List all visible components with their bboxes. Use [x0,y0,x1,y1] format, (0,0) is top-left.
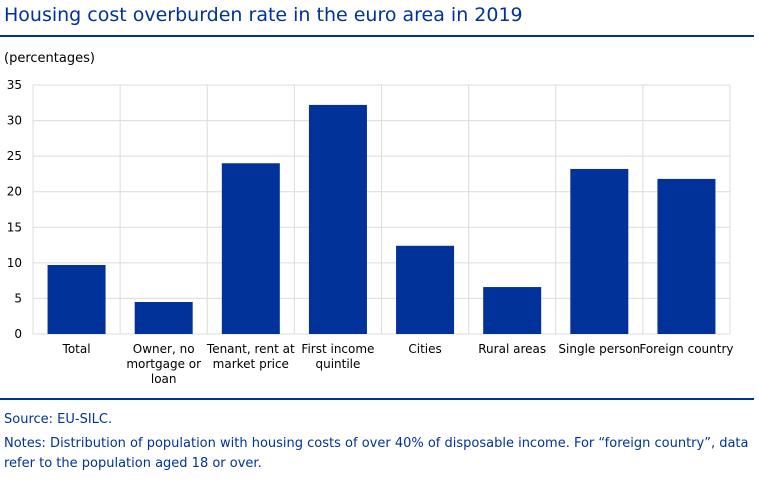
bar [47,264,106,334]
y-tick-label: 15 [7,220,22,234]
y-tick-label: 30 [7,114,22,128]
gridlines [32,84,731,335]
bar [308,104,367,334]
title-divider [0,35,754,37]
notes-text: Notes: Distribution of population with h… [4,436,749,471]
x-tick-label: Tenant, rent at market price [206,342,295,371]
y-tick-label: 5 [14,291,22,305]
unit-label: (percentages) [4,51,95,66]
y-tick-label: 20 [7,185,22,199]
bar [221,163,280,334]
x-tick-label: Cities [408,342,441,356]
bars [47,104,716,334]
x-tick-label: Single person [558,342,640,356]
y-tick-label: 25 [7,149,22,163]
y-axis-ticks: 0 5 10 15 20 25 30 35 [7,78,22,341]
bar-chart: 0 5 10 15 20 25 30 35 Total Owner, no mortgage or… [7,78,734,386]
x-tick-label: Foreign country [639,342,733,356]
bar [570,168,629,334]
y-tick-label: 10 [7,256,22,270]
bar [483,287,542,334]
bar [657,178,716,334]
y-tick-label: 0 [14,327,22,341]
x-tick-label: Total [62,342,91,356]
bar [134,301,193,334]
x-tick-label: Rural areas [478,342,546,356]
bar [396,245,455,334]
x-tick-label: First income quintile [301,342,374,371]
y-tick-label: 35 [7,78,22,92]
x-tick-label: Owner, no mortgage or loan [126,342,201,386]
footer-divider [0,398,754,400]
source-note: Source: EU-SILC. [4,412,113,427]
chart-title: Housing cost overburden rate in the euro… [4,4,523,26]
